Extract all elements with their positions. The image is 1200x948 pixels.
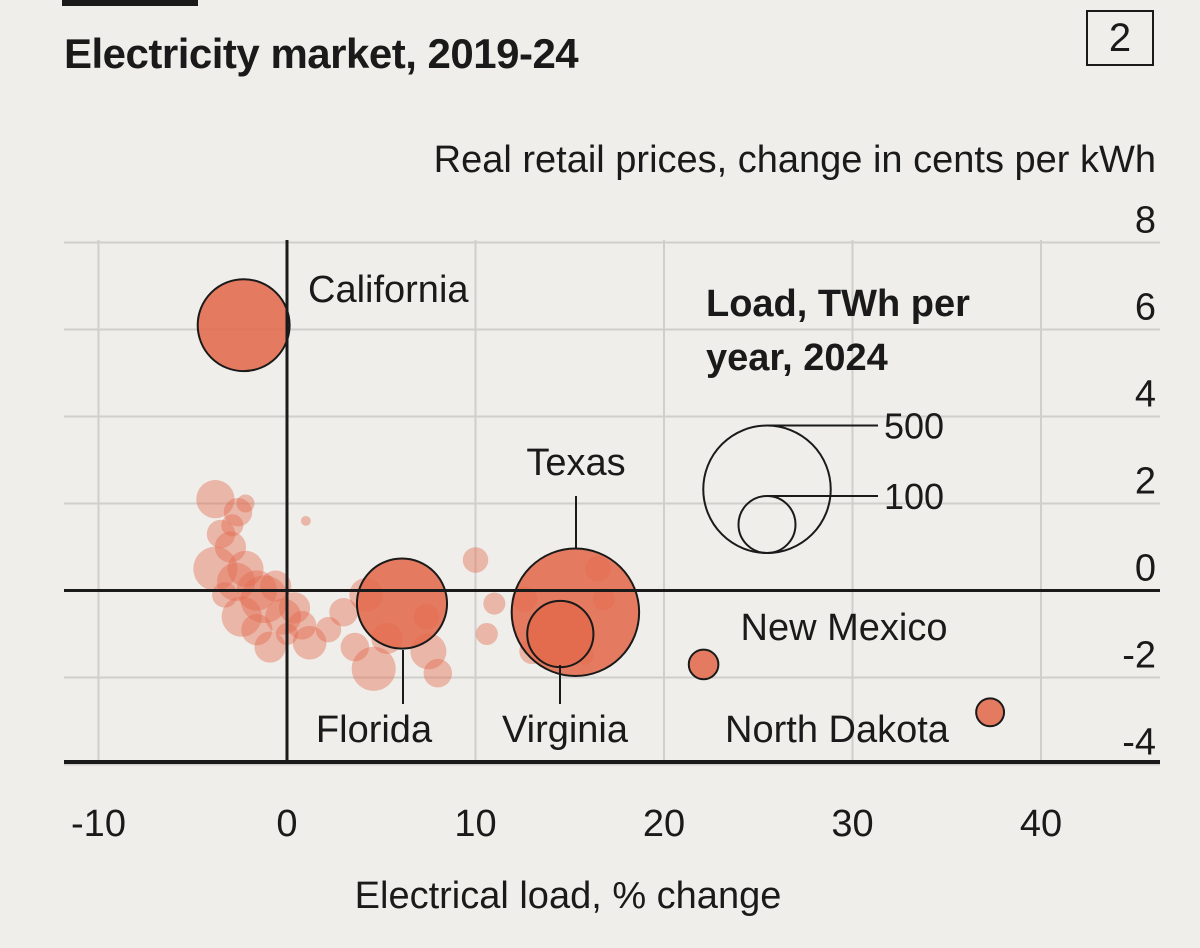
y-tick-label: 0 — [1135, 548, 1156, 590]
state-bubble — [236, 494, 255, 513]
state-bubble — [193, 546, 238, 591]
state-bubble — [260, 570, 292, 602]
state-label: Texas — [526, 442, 625, 484]
y-tick-label: -4 — [1122, 722, 1156, 764]
chart-number-badge: 2 — [1086, 10, 1154, 66]
legend-size-circle — [702, 424, 832, 554]
state-label: Virginia — [502, 709, 629, 751]
state-bubble — [340, 632, 370, 662]
bubble-layer — [193, 278, 1006, 728]
state-bubble — [206, 519, 236, 549]
state-bubble — [483, 592, 506, 615]
state-bubble — [287, 611, 317, 640]
x-axis-title: Electrical load, % change — [355, 875, 782, 917]
state-bubble — [214, 531, 247, 563]
state-bubble — [223, 497, 253, 527]
x-tick-label: -10 — [71, 803, 126, 845]
highlighted-bubble — [975, 697, 1006, 728]
x-tick-label: 40 — [1020, 803, 1062, 845]
state-bubble — [196, 480, 235, 519]
state-label: New Mexico — [741, 607, 948, 649]
legend-title-line: year, 2024 — [706, 337, 888, 379]
state-bubble — [212, 582, 238, 608]
label-layer: California Texas Florida Virginia New Mexico… — [308, 269, 950, 751]
y-tick-label: 4 — [1135, 374, 1156, 416]
legend-size-label: 500 — [884, 406, 944, 447]
state-bubble — [329, 598, 358, 627]
state-bubble — [241, 614, 273, 646]
state-label: California — [308, 269, 469, 311]
highlighted-bubble — [355, 557, 449, 650]
top-rule — [62, 0, 198, 6]
y-tick-label: 8 — [1135, 200, 1156, 242]
legend-size-circle — [737, 495, 797, 554]
state-label: Florida — [316, 709, 433, 751]
highlighted-bubble — [687, 648, 720, 681]
state-bubble — [315, 616, 342, 643]
state-bubble — [475, 622, 498, 646]
state-bubble — [462, 547, 489, 573]
state-bubble — [265, 598, 302, 635]
y-tick-label: 6 — [1135, 287, 1156, 329]
state-bubble — [300, 515, 311, 526]
state-bubble — [227, 550, 264, 587]
highlighted-bubble — [196, 278, 291, 373]
x-tick-label: 20 — [643, 803, 685, 845]
state-bubble — [351, 646, 396, 691]
state-label: North Dakota — [725, 709, 950, 751]
legend-title-line: Load, TWh per — [706, 283, 970, 325]
x-tick-label: 10 — [454, 803, 496, 845]
y-axis-title: Real retail prices, change in cents per … — [434, 139, 1156, 181]
state-bubble — [254, 631, 286, 663]
x-tick-label: 30 — [831, 803, 873, 845]
legend: Load, TWh per year, 2024 500 100 — [702, 283, 970, 554]
x-tick-label: 0 — [276, 803, 297, 845]
state-bubble — [221, 596, 262, 637]
chart-title: Electricity market, 2019-24 — [64, 30, 579, 77]
state-bubble — [423, 658, 453, 688]
highlighted-bubble — [526, 599, 595, 669]
y-tick-label: 2 — [1135, 461, 1156, 503]
legend-size-label: 100 — [884, 476, 944, 517]
state-bubble — [292, 625, 327, 660]
y-tick-label: -2 — [1122, 635, 1156, 677]
state-bubble — [240, 575, 289, 624]
state-bubble — [221, 514, 244, 537]
grid-layer — [64, 240, 1160, 766]
